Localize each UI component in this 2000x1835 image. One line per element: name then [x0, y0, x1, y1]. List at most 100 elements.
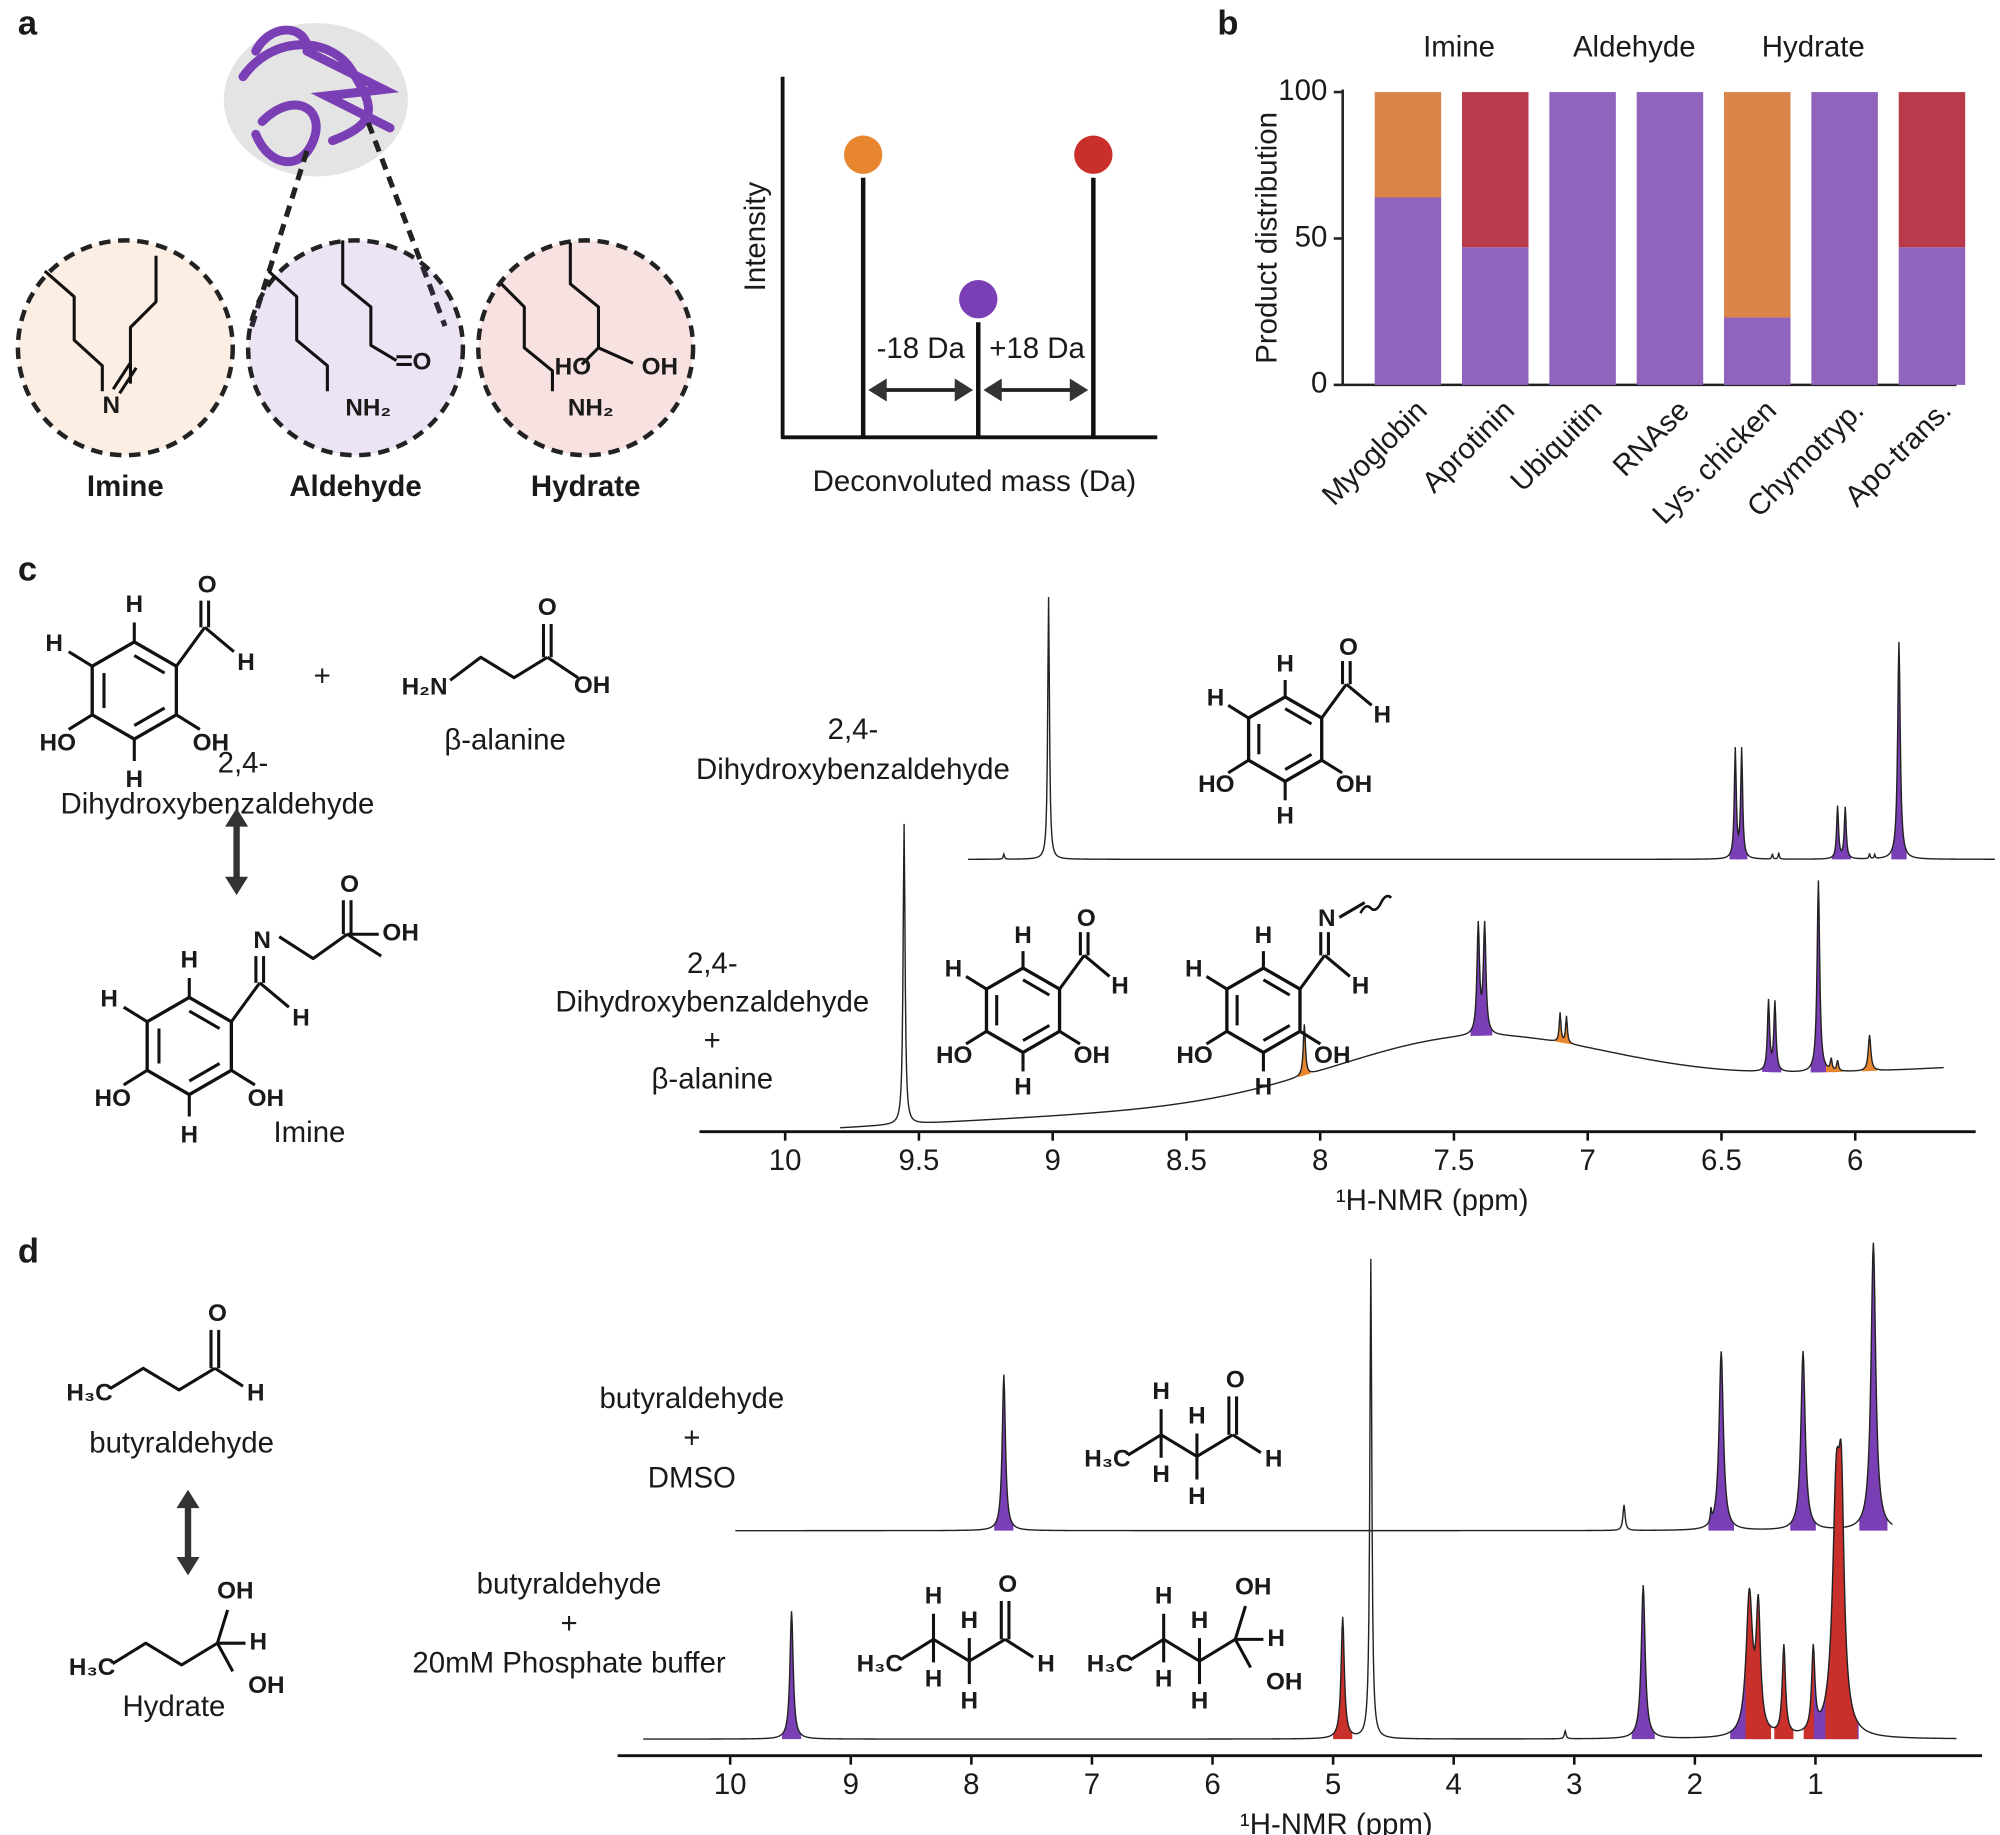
bond [1227, 758, 1250, 775]
arrow-head [176, 1557, 200, 1576]
spectrum-label: β-alanine [652, 1062, 774, 1095]
bond [188, 1062, 221, 1083]
peak-fill [1774, 1644, 1794, 1740]
ms-dot [1074, 135, 1113, 174]
arrow-head [225, 808, 249, 827]
bond [122, 1005, 149, 1024]
atom-label: NH₂ [568, 395, 614, 422]
bond [1058, 954, 1086, 991]
bar-segment [1549, 92, 1616, 385]
x-tick-label: 9.5 [898, 1144, 939, 1177]
x-tick-label: 7.5 [1434, 1144, 1475, 1177]
x-tick-label: 6 [1204, 1768, 1220, 1801]
bond [568, 242, 601, 348]
x-tick-label: 4 [1446, 1768, 1462, 1801]
x-tick-label: 10 [714, 1768, 747, 1801]
atom-label: O [538, 594, 557, 621]
x-tick-label: 10 [769, 1144, 802, 1177]
ms-axis [780, 76, 1158, 440]
bond [1129, 1637, 1237, 1663]
atom-label: H [1265, 1446, 1283, 1473]
arrow-head [983, 378, 1002, 402]
spectrum-label: 2,4- [828, 713, 879, 746]
atom-label: O [208, 1300, 227, 1327]
atom-label: OH [248, 1672, 284, 1699]
bond [215, 1609, 230, 1644]
peak-fill [1476, 920, 1493, 1036]
protein-ribbon [302, 46, 400, 133]
x-tick-label: 6 [1847, 1144, 1863, 1177]
atom-label: H₃C [69, 1654, 115, 1681]
wavy-bond [1359, 894, 1393, 914]
spectrum-trace [968, 597, 1995, 861]
atom-label: OH [574, 672, 610, 699]
axis-title: Deconvoluted mass (Da) [813, 465, 1137, 498]
atom-label: H [1267, 1625, 1285, 1652]
atom-label: H [1014, 922, 1032, 949]
panel-label: d [18, 1232, 39, 1270]
bond [346, 932, 383, 958]
atom-label: HO [40, 729, 76, 756]
bond [1233, 1605, 1247, 1640]
panel-label: a [18, 5, 38, 43]
atom-label: H [181, 946, 199, 973]
bar-segment [1724, 92, 1791, 318]
atom-label: H [1352, 972, 1370, 999]
atom-label: HO [1198, 771, 1234, 798]
ms-dot [959, 280, 998, 319]
bond [1320, 758, 1343, 775]
site-name: Aldehyde [289, 470, 421, 503]
spectrum-label: + [560, 1607, 577, 1640]
x-tick-label: 5 [1325, 1768, 1341, 1801]
bond [500, 282, 554, 392]
peak-fill [1561, 1015, 1572, 1045]
bond [278, 933, 349, 961]
shift-label: -18 Da [877, 332, 966, 365]
bond [214, 1366, 244, 1388]
dashed-connector [365, 121, 448, 327]
atom-label: H [1255, 1074, 1273, 1101]
arrow-head [868, 378, 887, 402]
atom-label: O [198, 571, 217, 598]
atom-label: O [1226, 1366, 1245, 1393]
bond [597, 346, 634, 365]
bond [133, 706, 166, 727]
atom-label: H [961, 1687, 979, 1714]
bar-segment [1636, 92, 1704, 385]
spectrum-label: 2,4- [687, 947, 738, 980]
atom-label: H₃C [1087, 1650, 1133, 1677]
bond [965, 975, 988, 991]
arrow-head [1069, 378, 1089, 402]
atom-label: H [250, 1629, 268, 1656]
bond [965, 1030, 988, 1046]
bond [109, 1366, 216, 1392]
bond [128, 255, 158, 384]
bond [118, 366, 138, 395]
x-tick-label: 8.5 [1166, 1144, 1207, 1177]
peak-fill [1810, 880, 1827, 1073]
atom-label: HO [95, 1085, 131, 1112]
bond [1233, 1638, 1252, 1669]
atom-label: N [102, 392, 120, 419]
protein-surface [223, 23, 408, 177]
peak-fill [1839, 806, 1852, 860]
atom-label: OH [1336, 771, 1372, 798]
protein-ribbon [251, 25, 312, 56]
atom-label: H [181, 1121, 199, 1148]
site-circle [245, 238, 466, 458]
atom-label: H₂N [402, 673, 448, 700]
bar-segment [1374, 92, 1442, 198]
compound-name: 2,4- [218, 746, 269, 779]
atom-label: NH₂ [345, 395, 391, 422]
atom-label: H [1155, 1666, 1173, 1693]
compound-name: Imine [274, 1116, 346, 1149]
atom-label: H [292, 1005, 310, 1032]
bond [1231, 1433, 1262, 1454]
atom-label: H [1188, 1402, 1206, 1429]
legend-entry: Hydrate [1762, 30, 1865, 63]
spectrum-label: + [683, 1422, 700, 1455]
peak-fill [1297, 1024, 1311, 1078]
peak-fill [1333, 1616, 1353, 1740]
